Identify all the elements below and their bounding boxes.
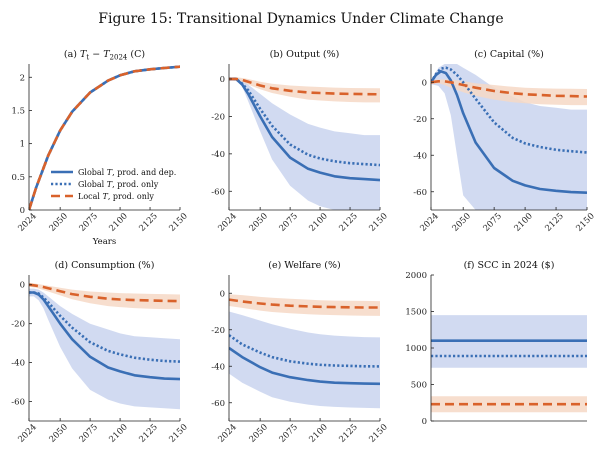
panel-title-a: (a) Tt − T2024 (C) — [64, 49, 145, 62]
figure-title: Figure 15: Transitional Dynamics Under C… — [98, 11, 503, 27]
y-tick-label-b: -60 — [211, 187, 225, 197]
x-tick-label-c: 2125 — [543, 211, 565, 233]
series-line-dashed-b — [229, 77, 380, 96]
series-line-dashed-a — [29, 65, 180, 210]
band-blue-e — [229, 311, 380, 409]
y-tick-label-e: -20 — [211, 326, 225, 336]
series-line-dotted-e — [229, 334, 380, 368]
series-line-dashed-e — [229, 298, 380, 309]
x-tick-label-e: 2100 — [307, 422, 329, 444]
x-tick-label-c: 2024 — [418, 211, 440, 233]
series-line-dotted-c — [431, 66, 587, 154]
x-tick-label-a: 2100 — [107, 211, 129, 233]
y-tick-label-d: -40 — [11, 359, 25, 369]
y-tick-label-e: -60 — [211, 399, 225, 409]
y-tick-label-f: 500 — [411, 381, 427, 391]
y-tick-label-b: -20 — [211, 112, 225, 122]
band-blue-d — [29, 288, 180, 410]
panel-title-e: (e) Welfare (%) — [268, 260, 341, 271]
x-tick-label-b: 2150 — [367, 211, 389, 233]
y-tick-label-e: -40 — [211, 362, 225, 372]
y-tick-label-c: -20 — [413, 115, 427, 125]
x-tick-label-d: 2024 — [16, 422, 38, 444]
x-tick-label-d: 2150 — [167, 422, 189, 444]
y-tick-label-f: 1500 — [405, 308, 427, 318]
y-tick-label-a: 2 — [20, 73, 25, 83]
y-tick-label-a: 1 — [20, 140, 25, 150]
legend-entry-0: Global T, prod. and dep. — [78, 168, 176, 177]
band-blue-c — [431, 64, 587, 210]
x-tick-label-b: 2024 — [216, 211, 238, 233]
series-line-dotted-b — [229, 77, 380, 167]
plot-area-f — [431, 315, 587, 413]
x-axis-label-a: Years — [92, 237, 116, 247]
panel-title-f: (f) SCC in 2024 ($) — [464, 260, 555, 271]
x-tick-label-d: 2100 — [107, 422, 129, 444]
series-line-dashed-d — [29, 283, 180, 303]
legend-entry-1: Global T, prod. only — [78, 180, 159, 189]
y-tick-label-a: 0.5 — [11, 173, 25, 183]
y-tick-label-b: 0 — [220, 75, 225, 85]
y-tick-label-e: 0 — [220, 289, 225, 299]
plot-area-e — [229, 294, 380, 409]
y-tick-label-d: 0 — [20, 281, 25, 291]
panel-f: 0 500 1000 1500 2000 (f) SCC in 2024 ($) — [405, 260, 587, 427]
band-orange-c — [431, 79, 587, 106]
y-tick-label-c: -40 — [413, 151, 427, 161]
series-line-solid-d — [29, 291, 180, 381]
plot-area-d — [29, 282, 180, 410]
panel-c: 0 -20 -40 -60 2024 2050 2075 2100 2125 2150 (c) Ca… — [413, 49, 596, 234]
band-orange-d — [29, 282, 180, 310]
x-tick-label-b: 2075 — [278, 211, 300, 233]
x-tick-label-c: 2100 — [512, 211, 534, 233]
x-tick-label-e: 2075 — [278, 422, 300, 444]
y-tick-label-c: -60 — [413, 188, 427, 198]
panel-d: 0 -20 -40 -60 2024 2050 2075 2100 2125 2150 (d) Co… — [11, 260, 189, 445]
panel-title-d: (d) Consumption (%) — [55, 260, 155, 271]
x-tick-label-c: 2050 — [451, 211, 473, 233]
panel-e: 0 -20 -40 -60 2024 2050 2075 2100 2125 2150 (e) We… — [211, 260, 389, 445]
x-tick-label-e: 2150 — [367, 422, 389, 444]
panel-b: 0 -20 -40 -60 2024 2050 2075 2100 2125 2150 (b) Ou… — [211, 49, 389, 234]
x-tick-label-e: 2125 — [337, 422, 359, 444]
plot-area-c — [431, 64, 587, 210]
x-tick-label-d: 2125 — [137, 422, 159, 444]
series-line-dashed-c — [431, 80, 587, 98]
x-tick-label-d: 2075 — [78, 422, 100, 444]
panel-title-b: (b) Output (%) — [270, 49, 340, 60]
panel-title-c: (c) Capital (%) — [474, 49, 544, 60]
y-tick-label-c: 0 — [422, 78, 427, 88]
legend-entry-2: Local T, prod. only — [78, 192, 154, 201]
x-tick-label-d: 2050 — [48, 422, 70, 444]
x-tick-label-a: 2150 — [167, 211, 189, 233]
x-tick-label-a: 2050 — [48, 211, 70, 233]
x-tick-label-e: 2050 — [248, 422, 270, 444]
x-tick-label-c: 2150 — [574, 211, 596, 233]
series-line-solid-b — [229, 77, 380, 182]
y-tick-label-f: 2000 — [405, 271, 427, 281]
x-tick-label-c: 2075 — [482, 211, 504, 233]
y-tick-label-f: 0 — [422, 417, 427, 427]
plot-area-b — [229, 77, 380, 210]
x-tick-label-a: 2075 — [78, 211, 100, 233]
series-line-solid-c — [431, 70, 587, 194]
series-line-dotted-d — [29, 291, 180, 363]
y-tick-label-a: 0 — [20, 206, 25, 216]
plot-area-a — [29, 65, 180, 210]
y-tick-label-f: 1000 — [405, 344, 427, 354]
y-tick-label-b: -40 — [211, 150, 225, 160]
x-tick-label-e: 2024 — [216, 422, 238, 444]
band-orange-b — [229, 77, 380, 103]
y-tick-label-d: -20 — [11, 320, 25, 330]
x-tick-label-a: 2125 — [137, 211, 159, 233]
y-tick-label-d: -60 — [11, 398, 25, 408]
y-tick-label-a: 1.5 — [11, 106, 25, 116]
panels-group: 0 0.5 1 1.5 2 2024 2050 2075 2100 2125 2150 (a) Tt … — [11, 49, 596, 445]
x-tick-label-b: 2100 — [307, 211, 329, 233]
x-tick-label-b: 2050 — [248, 211, 270, 233]
series-line-solid-e — [229, 346, 380, 386]
x-tick-label-b: 2125 — [337, 211, 359, 233]
